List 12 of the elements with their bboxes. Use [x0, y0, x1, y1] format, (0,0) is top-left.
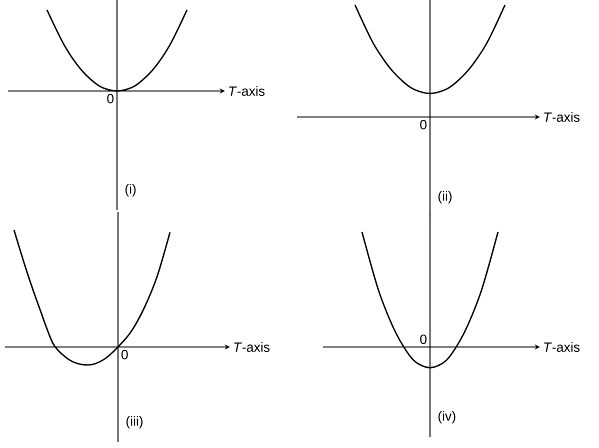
text: (iii) — [126, 416, 143, 428]
text: (i) — [125, 184, 136, 196]
text: (iv) — [438, 410, 456, 424]
text: (ii) — [438, 190, 452, 204]
x-axis-title: T-axis — [544, 112, 580, 122]
annotation: 0 — [420, 334, 427, 344]
annotation: 0 — [121, 350, 128, 360]
text: 0 — [107, 94, 114, 104]
x-axis-title: T-axis — [229, 86, 265, 96]
x-axis-title: T-axis — [234, 342, 270, 352]
x-axis-title: T-axis — [544, 342, 580, 352]
text: 0 — [420, 120, 427, 130]
